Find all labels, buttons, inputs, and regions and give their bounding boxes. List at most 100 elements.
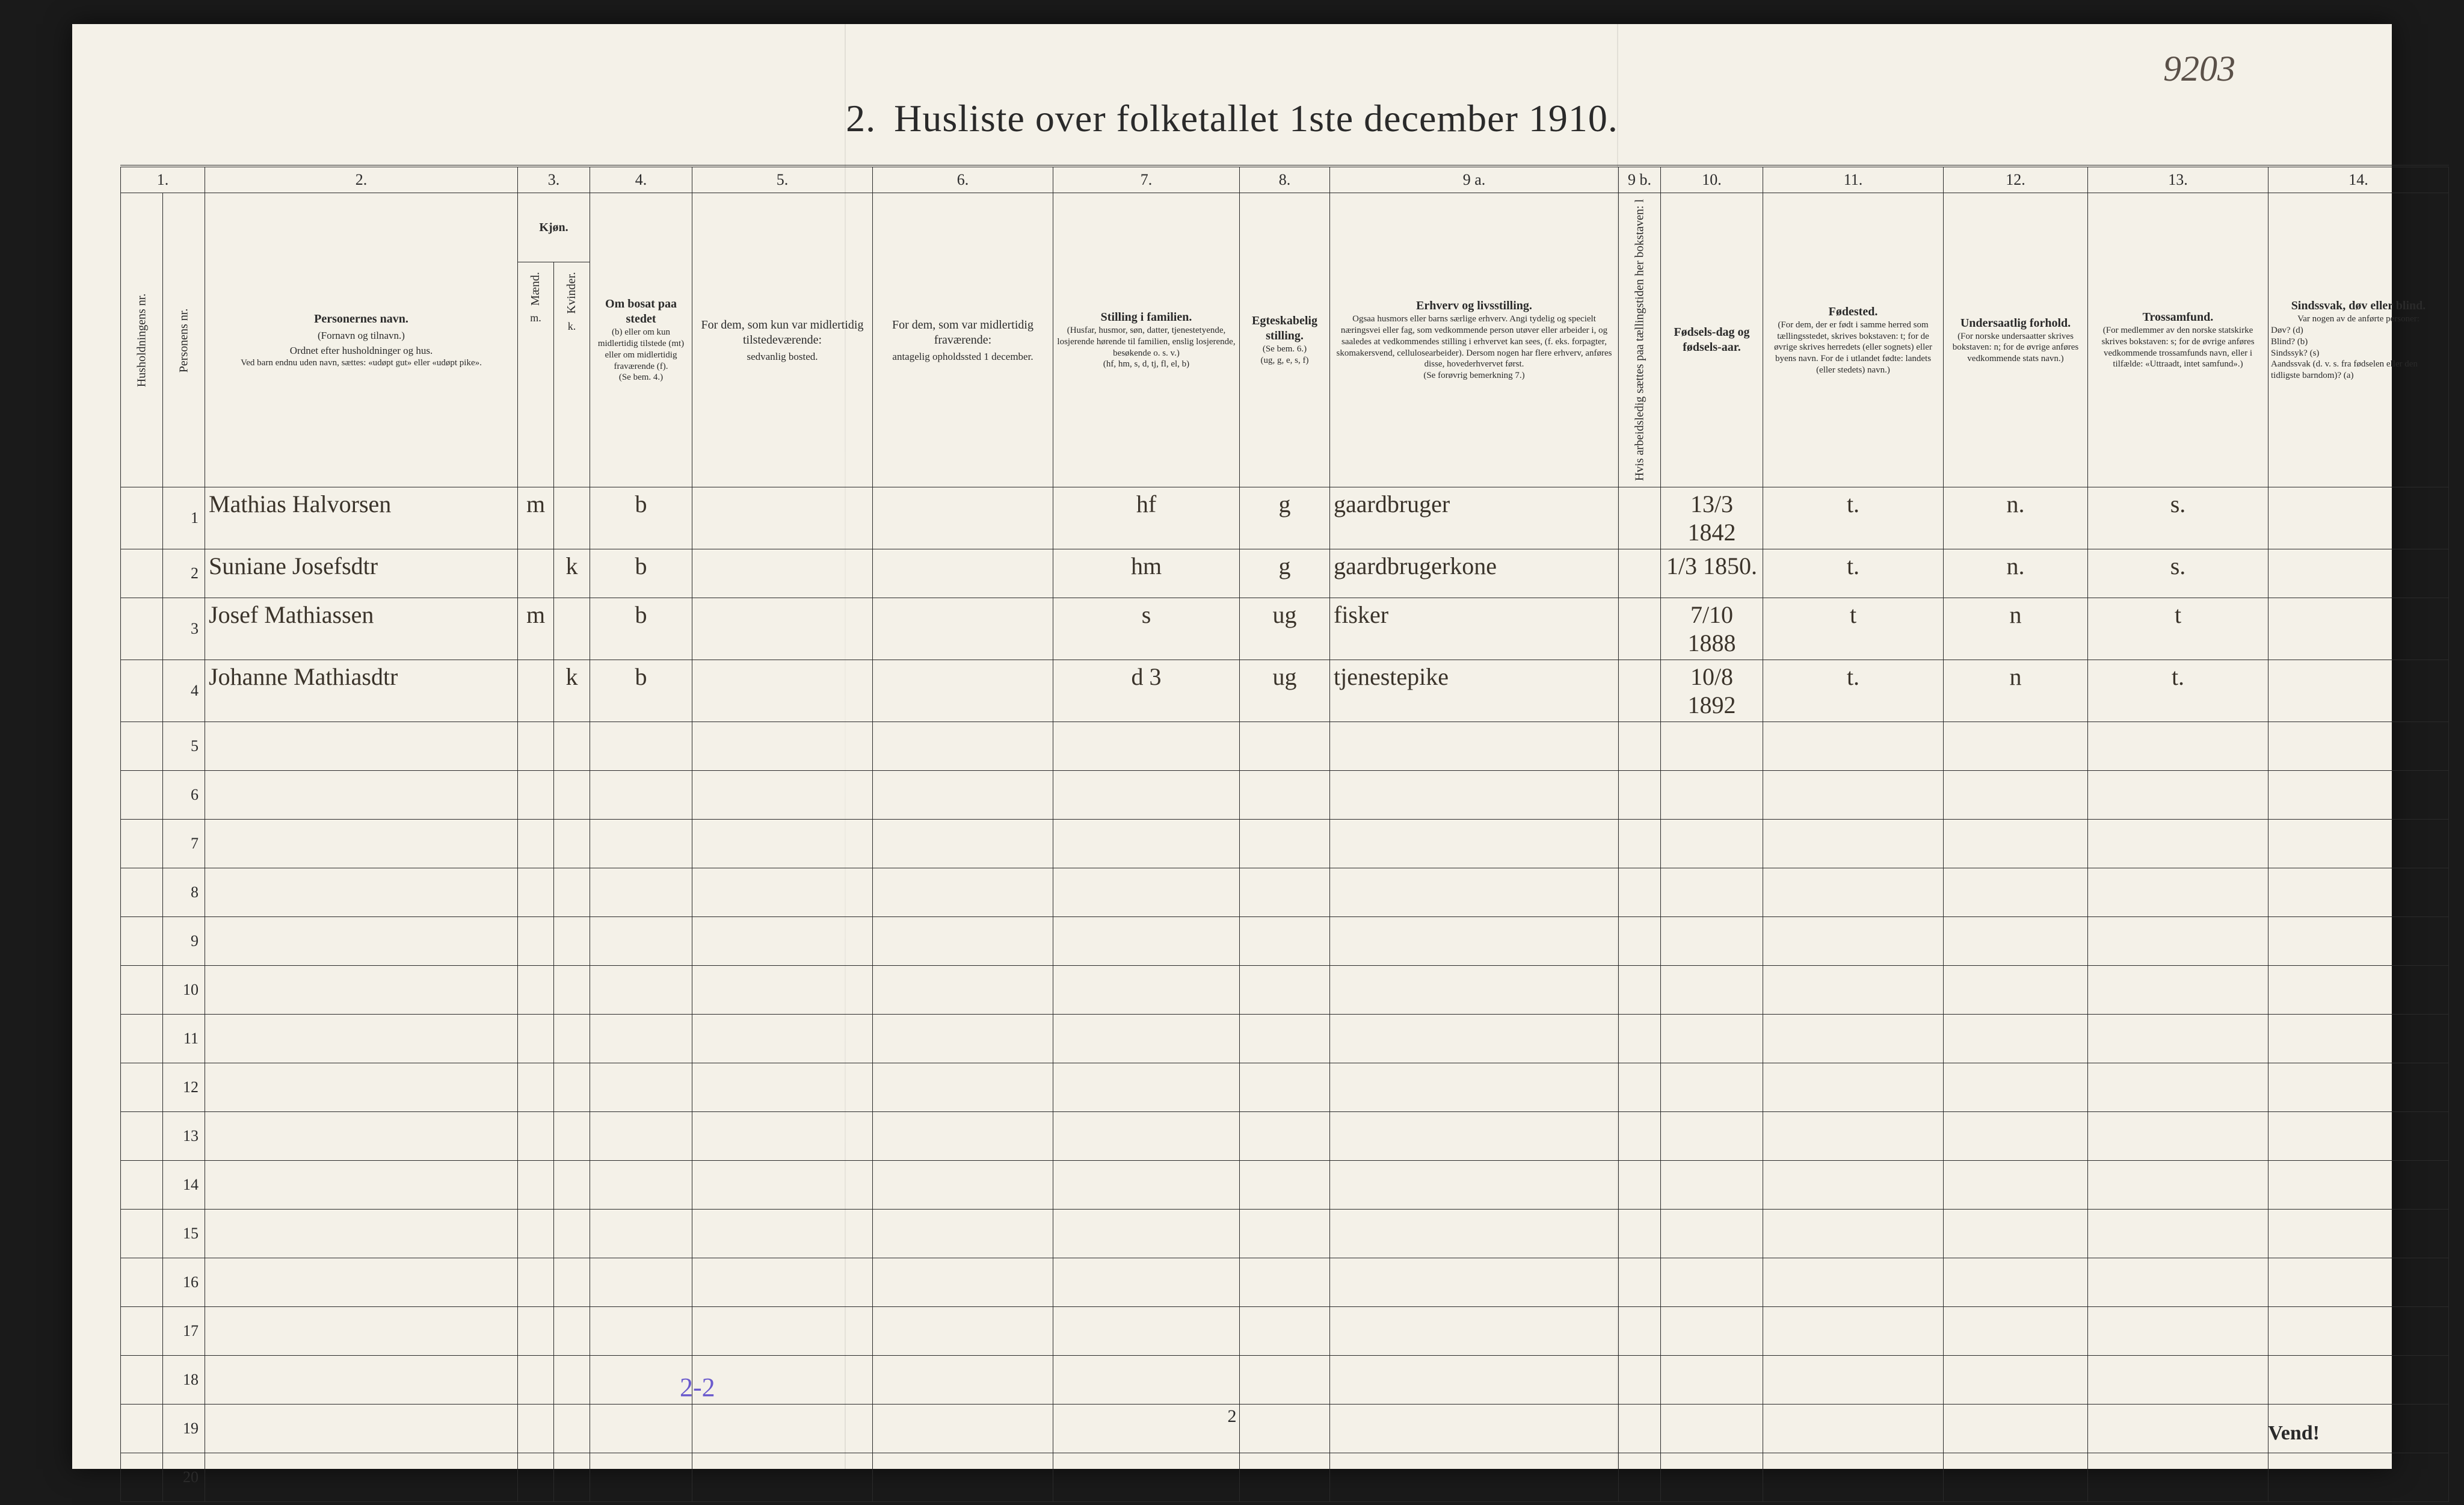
cell-empty xyxy=(1763,1063,1944,1112)
cell-person-num: 5 xyxy=(163,722,205,771)
cell-empty xyxy=(554,1112,590,1161)
cell-empty xyxy=(2268,820,2449,868)
header-labels-row: Husholdningens nr. Personens nr. Persone… xyxy=(121,193,2449,262)
cell-empty xyxy=(554,917,590,966)
col-fodested: Fødested. (For dem, der er født i samme … xyxy=(1763,193,1944,487)
col-tros: Trossamfund. (For medlemmer av den norsk… xyxy=(2088,193,2268,487)
cell-sex-k xyxy=(554,598,590,660)
cell-empty xyxy=(554,1405,590,1453)
cell-empty xyxy=(1619,1356,1661,1405)
cell-empty xyxy=(2268,722,2449,771)
vend-label: Vend! xyxy=(2268,1422,2320,1445)
cell-empty xyxy=(1330,1405,1619,1453)
cell-empty xyxy=(1763,1356,1944,1405)
cell-empty xyxy=(2268,1453,2449,1502)
cell-erhverv: fisker xyxy=(1330,598,1619,660)
cell-empty xyxy=(205,1405,518,1453)
table-row: 14 xyxy=(121,1161,2449,1210)
colnum: 8. xyxy=(1240,166,1330,193)
cell-empty xyxy=(873,1015,1053,1063)
cell-household xyxy=(121,1405,163,1453)
cell-household xyxy=(121,1063,163,1112)
table-row: 6 xyxy=(121,771,2449,820)
cell-empty xyxy=(1661,771,1763,820)
cell-fodsel: 7/10 1888 xyxy=(1661,598,1763,660)
page-title: 2.Husliste over folketallet 1ste decembe… xyxy=(120,96,2344,141)
cell-empty xyxy=(205,1356,518,1405)
cell-empty xyxy=(2268,1015,2449,1063)
colnum: 13. xyxy=(2088,166,2268,193)
cell-empty xyxy=(1240,966,1330,1015)
cell-empty xyxy=(590,1015,692,1063)
cell-empty xyxy=(1763,1307,1944,1356)
cell-fodested: t. xyxy=(1763,549,1944,598)
cell-empty xyxy=(1661,1015,1763,1063)
col-navn-sub2: Ordnet efter husholdninger og hus. xyxy=(208,344,515,357)
cell-empty xyxy=(2088,1258,2268,1307)
cell-empty xyxy=(873,1258,1053,1307)
cell-empty xyxy=(205,820,518,868)
cell-empty xyxy=(518,917,554,966)
cell-empty xyxy=(554,722,590,771)
col-bosat: Om bosat paa stedet (b) eller om kun mid… xyxy=(590,193,692,487)
cell-sindssvak xyxy=(2268,549,2449,598)
cell-empty xyxy=(205,1161,518,1210)
cell-empty xyxy=(1330,1015,1619,1063)
cell-empty xyxy=(205,917,518,966)
table-row: 18 xyxy=(121,1356,2449,1405)
cell-empty xyxy=(554,868,590,917)
cell-egte: ug xyxy=(1240,660,1330,722)
table-row: 9 xyxy=(121,917,2449,966)
cell-empty xyxy=(1763,1112,1944,1161)
col-tilstede-sub: sedvanlig bosted. xyxy=(695,350,870,363)
cell-forhold: n xyxy=(1944,598,2088,660)
cell-empty xyxy=(518,1015,554,1063)
cell-household xyxy=(121,771,163,820)
cell-person-num: 19 xyxy=(163,1405,205,1453)
table-row: 7 xyxy=(121,820,2449,868)
cell-empty xyxy=(554,1063,590,1112)
col-fravaer-title: For dem, som var midlertidig fraværende: xyxy=(892,318,1033,347)
cell-empty xyxy=(590,1307,692,1356)
cell-empty xyxy=(1240,1258,1330,1307)
col-forhold: Undersaatlig forhold. (For norske unders… xyxy=(1944,193,2088,487)
col-sindssvak: Sindssvak, døv eller blind. Var nogen av… xyxy=(2268,193,2449,487)
cell-empty xyxy=(2268,771,2449,820)
cell-empty xyxy=(1661,1258,1763,1307)
cell-empty xyxy=(590,1112,692,1161)
cell-empty xyxy=(1619,1307,1661,1356)
col-bosat-note: (Se bem. 4.) xyxy=(593,372,689,383)
cell-person-num: 4 xyxy=(163,660,205,722)
cell-empty xyxy=(1619,722,1661,771)
cell-empty xyxy=(2088,966,2268,1015)
colnum: 11. xyxy=(1763,166,1944,193)
cell-empty xyxy=(554,1210,590,1258)
cell-empty xyxy=(1661,1210,1763,1258)
cell-empty xyxy=(518,868,554,917)
cell-empty xyxy=(1619,1161,1661,1210)
cell-fodested: t xyxy=(1763,598,1944,660)
cell-empty xyxy=(1661,820,1763,868)
cell-empty xyxy=(590,966,692,1015)
census-table: 1. 2. 3. 4. 5. 6. 7. 8. 9 a. 9 b. 10. 11… xyxy=(120,165,2449,1502)
cell-empty xyxy=(1330,917,1619,966)
cell-household xyxy=(121,1258,163,1307)
cell-stilling: s xyxy=(1053,598,1240,660)
table-header: 1. 2. 3. 4. 5. 6. 7. 8. 9 a. 9 b. 10. 11… xyxy=(121,166,2449,487)
cell-empty xyxy=(1053,868,1240,917)
cell-person-num: 9 xyxy=(163,917,205,966)
cell-empty xyxy=(1763,1405,1944,1453)
col-tilstede-title: For dem, som kun var midlertidig tilsted… xyxy=(701,318,864,347)
cell-empty xyxy=(1240,820,1330,868)
col-fodsel: Fødsels-dag og fødsels-aar. xyxy=(1661,193,1763,487)
table-body: 1Mathias Halvorsenmbhfggaardbruger13/3 1… xyxy=(121,487,2449,1502)
col-stilling-note: (hf, hm, s, d, tj, fl, el, b) xyxy=(1056,359,1237,370)
cell-sex-k: k xyxy=(554,660,590,722)
cell-person-num: 8 xyxy=(163,868,205,917)
col-stilling: Stilling i familien. (Husfar, husmor, sø… xyxy=(1053,193,1240,487)
cell-person-num: 11 xyxy=(163,1015,205,1063)
cell-fodsel: 1/3 1850. xyxy=(1661,549,1763,598)
cell-person-num: 17 xyxy=(163,1307,205,1356)
cell-person-num: 2 xyxy=(163,549,205,598)
cell-fravaer xyxy=(873,598,1053,660)
